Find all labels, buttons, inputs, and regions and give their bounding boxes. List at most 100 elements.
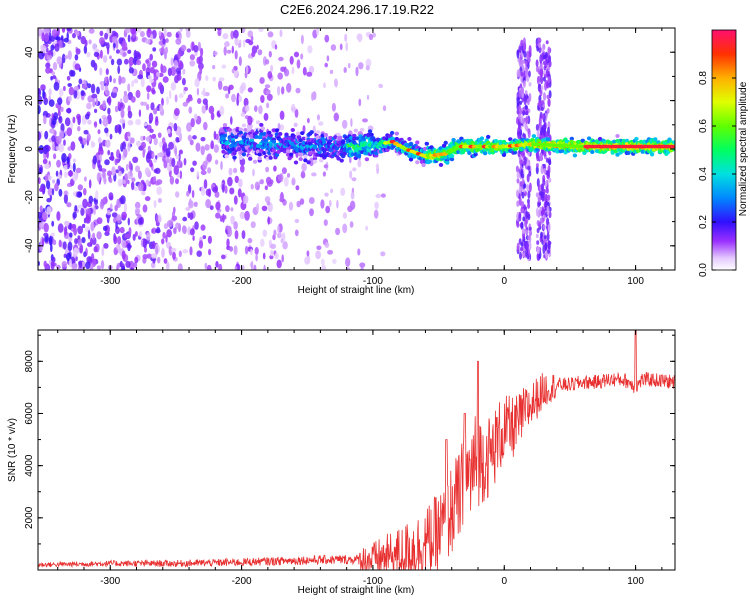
spectrogram-cell — [366, 94, 370, 100]
spectrogram-cell — [99, 30, 104, 37]
spectrogram-cell — [109, 133, 113, 140]
spectrogram-cell — [300, 131, 305, 136]
spectrogram-cell — [125, 260, 131, 268]
spectrogram-cell — [200, 170, 207, 176]
spectrogram-cell — [214, 191, 220, 198]
spectrogram-cell — [152, 47, 157, 52]
snr-x-ticks: -300 -200 -100 0 100 — [57, 330, 663, 587]
spectrogram-cell — [78, 260, 83, 269]
spectrogram-cell — [127, 179, 130, 185]
spectrogram-cell — [263, 264, 266, 270]
spectrogram-cell — [161, 238, 165, 245]
spectrogram-cell — [415, 160, 420, 165]
spectrogram-cell — [389, 130, 395, 135]
spectrogram-cell — [156, 71, 160, 77]
spectrogram-cell — [624, 138, 630, 143]
spectrogram-cell — [172, 251, 176, 260]
spectrogram-cell — [127, 83, 131, 92]
spectrogram-cell — [268, 133, 273, 138]
spectrogram-y-ticks: -40 -20 0 20 40 — [24, 27, 675, 271]
spectrogram-cell — [535, 192, 539, 198]
spectrogram-cell — [527, 198, 530, 205]
spectrogram-cell — [320, 258, 325, 266]
spectrogram-cell — [122, 51, 127, 57]
spectrogram-cell — [56, 159, 61, 168]
spectrogram-cell — [143, 246, 148, 253]
spectrogram-cell — [545, 157, 549, 163]
spectrogram-cell — [120, 195, 126, 205]
x-tick-label: 0 — [501, 276, 507, 287]
spectrogram-cell — [111, 166, 116, 177]
spectrogram-cell — [106, 28, 113, 37]
spectrogram-cell — [324, 34, 330, 43]
spectrogram-cell — [120, 108, 125, 119]
spectrogram-cell — [105, 90, 110, 96]
spectrogram-cell — [138, 217, 143, 225]
spectrogram-cell — [228, 246, 234, 252]
spectrogram-cell — [538, 221, 542, 229]
spectrogram-cell — [103, 243, 109, 249]
colorbar: 0.0 0.2 0.4 0.6 0.8 Normalized spectral ampl… — [698, 29, 749, 277]
spectrogram-cell — [118, 153, 122, 162]
spectrogram-cell — [212, 186, 218, 193]
spectrogram-cell — [151, 152, 155, 158]
spectrogram-cell — [43, 260, 47, 268]
spectrogram-cell — [254, 105, 258, 112]
spectrogram-cell — [539, 152, 543, 161]
spectrogram-cell — [133, 78, 139, 84]
spectrogram-cell — [264, 196, 271, 203]
spectrogram-cell — [267, 216, 271, 225]
spectrogram-cell — [290, 107, 297, 111]
spectrogram-cell — [541, 47, 545, 53]
spectrogram-cell — [230, 207, 234, 212]
spectrogram-cell — [545, 251, 548, 259]
spectrogram-cell — [200, 145, 205, 156]
spectrogram-cell — [279, 110, 285, 121]
spectrogram-cell — [333, 112, 339, 122]
spectrogram-cell — [330, 44, 337, 51]
spectrogram-cell — [121, 40, 127, 50]
spectrogram-cell — [539, 206, 543, 212]
spectrogram-cell — [69, 222, 72, 230]
spectrogram-cell — [56, 211, 61, 221]
spectrogram-cell — [143, 122, 148, 127]
spectrogram-cell — [524, 220, 528, 228]
colorbar-tick-label: 0.0 — [698, 263, 709, 277]
spectrogram-cell — [52, 239, 57, 246]
spectrogram-cell — [266, 93, 273, 101]
spectrogram-cell — [102, 55, 108, 63]
spectrogram-cell — [93, 51, 99, 58]
spectrogram-cell — [51, 135, 56, 143]
spectrogram-cell — [69, 232, 73, 238]
spectrogram-cell — [248, 156, 253, 161]
spectrogram-cell — [119, 118, 126, 124]
spectrogram-cell — [47, 187, 53, 197]
spectrogram-cell — [234, 230, 239, 240]
spectrogram-cell — [119, 181, 123, 186]
spectrogram-cell — [408, 157, 414, 162]
spectrogram-cell — [531, 134, 537, 139]
spectrogram-cell — [308, 157, 314, 167]
spectrogram-cell — [90, 237, 93, 247]
spectrogram-cell — [318, 121, 324, 126]
spectrogram-cell — [546, 205, 550, 216]
spectrogram-cell — [319, 158, 324, 163]
spectrogram-cell — [350, 152, 355, 157]
spectrogram-cell — [121, 250, 126, 260]
spectrogram-cell — [543, 167, 547, 175]
spectrogram-cell — [336, 199, 339, 209]
spectrogram-cell — [238, 95, 242, 102]
spectrogram-cell — [146, 92, 150, 100]
spectrogram-cell — [276, 259, 282, 269]
x-tick-label: -200 — [232, 576, 252, 587]
spectrogram-cell — [320, 199, 325, 209]
spectrogram-cell — [127, 34, 131, 43]
spectrogram-cell — [54, 43, 60, 52]
spectrogram-cell — [38, 177, 41, 185]
spectrogram-cell — [134, 51, 141, 58]
spectrogram-cell — [136, 59, 142, 66]
spectrogram-cell — [271, 139, 277, 144]
spectrogram-cell — [449, 153, 455, 158]
spectrogram-cell — [233, 65, 238, 71]
spectrogram-cell — [46, 206, 52, 215]
